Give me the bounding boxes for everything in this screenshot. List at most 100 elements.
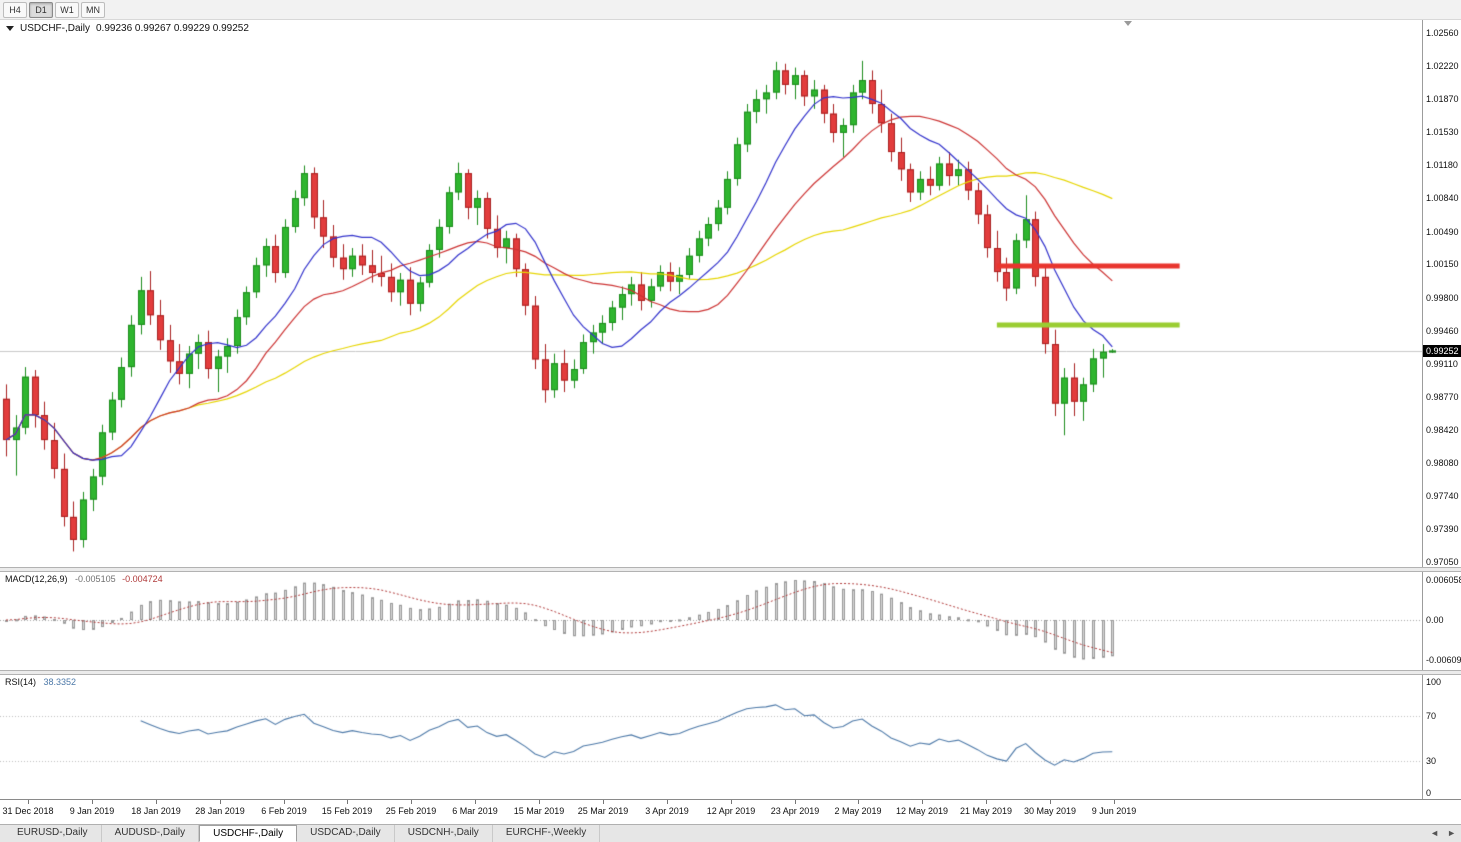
rsi-axis-label: 100	[1426, 677, 1442, 687]
time-axis-label: 9 Jan 2019	[69, 806, 115, 816]
tab-scroll-left-icon[interactable]: ◄	[1430, 828, 1440, 838]
time-axis-label: 15 Feb 2019	[321, 806, 373, 816]
time-axis-label: 21 May 2019	[959, 806, 1013, 816]
time-axis-tick	[220, 800, 221, 804]
tab-scroll-right-icon[interactable]: ►	[1447, 828, 1456, 838]
main-chart-panel: USDCHF-,Daily 0.99236 0.99267 0.99229 0.…	[0, 20, 1461, 567]
chart-tab-eurchf-weekly[interactable]: EURCHF-,Weekly	[492, 825, 601, 842]
price-axis-label: 1.02220	[1426, 60, 1459, 71]
time-axis-tick	[347, 800, 348, 804]
price-axis-label: 0.99460	[1426, 325, 1459, 336]
time-axis-tick	[731, 800, 732, 804]
time-axis-label: 25 Feb 2019	[385, 806, 437, 816]
price-axis-label: 0.98770	[1426, 391, 1459, 402]
macd-main-value: -0.005105	[75, 574, 116, 584]
time-axis-label: 23 Apr 2019	[770, 806, 820, 816]
rsi-axis-label: 70	[1426, 710, 1437, 721]
time-axis-label: 31 Dec 2018	[2, 806, 54, 816]
chart-tab-usdcnh-daily[interactable]: USDCNH-,Daily	[394, 825, 493, 842]
chart-tab-usdchf-daily[interactable]: USDCHF-,Daily	[199, 825, 298, 842]
time-axis[interactable]: 31 Dec 2018 9 Jan 2019 18 Jan 2019 28 Jan 2…	[0, 799, 1461, 824]
time-axis-label: 6 Feb 2019	[261, 806, 307, 816]
time-axis-label: 28 Jan 2019	[195, 806, 245, 816]
rsi-label: RSI(14) 38.3352	[5, 677, 76, 687]
price-axis-label: 0.97740	[1426, 490, 1459, 501]
time-axis-tick	[156, 800, 157, 804]
time-axis-label: 9 Jun 2019	[1091, 806, 1137, 816]
price-axis-label: 1.00840	[1426, 193, 1459, 204]
panel-separator[interactable]	[0, 567, 1461, 572]
price-axis-label: 1.01180	[1426, 160, 1458, 171]
macd-label: MACD(12,26,9) -0.005105 -0.004724	[5, 574, 163, 584]
timeframe-button-w1[interactable]: W1	[55, 1, 79, 18]
chart-shift-icon[interactable]	[1124, 21, 1132, 26]
time-axis-tick	[986, 800, 987, 804]
tab-scroll-arrows: ◄ ►	[1430, 827, 1456, 840]
time-axis-tick	[92, 800, 93, 804]
price-axis-label: 1.02560	[1426, 28, 1459, 38]
chart-ohlc-values: 0.99236 0.99267 0.99229 0.99252	[96, 23, 249, 34]
time-axis-label: 3 Apr 2019	[645, 806, 689, 816]
timeframe-toolbar: H4 D1 W1 MN	[0, 0, 1461, 20]
macd-panel: MACD(12,26,9) -0.005105 -0.004724 0.0060…	[0, 572, 1461, 670]
chart-title: USDCHF-,Daily 0.99236 0.99267 0.99229 0.…	[6, 23, 249, 34]
macd-axis-label: -0.006096	[1426, 655, 1461, 665]
price-axis-label: 0.99800	[1426, 292, 1459, 303]
price-axis-label: 1.01530	[1426, 126, 1459, 137]
price-axis-label: 1.01870	[1426, 94, 1459, 105]
price-axis-label: 0.98420	[1426, 425, 1459, 436]
rsi-axis-label: 0	[1426, 788, 1432, 798]
time-axis-label: 18 Jan 2019	[131, 806, 181, 816]
price-axis-label: 1.00150	[1426, 259, 1459, 270]
timeframe-button-h4[interactable]: H4	[3, 1, 27, 18]
time-axis-tick	[1050, 800, 1051, 804]
macd-name: MACD(12,26,9)	[5, 574, 68, 584]
time-axis-tick	[28, 800, 29, 804]
rsi-value: 38.3352	[43, 677, 77, 687]
time-axis-tick	[795, 800, 796, 804]
time-axis-tick	[922, 800, 923, 804]
price-axis-separator	[1422, 20, 1423, 799]
rsi-panel: RSI(14) 38.3352 100 70 30 0	[0, 675, 1461, 799]
rsi-indicator-canvas[interactable]	[0, 675, 1422, 799]
time-axis-tick	[858, 800, 859, 804]
time-axis-tick	[475, 800, 476, 804]
price-axis-label: 0.97050	[1426, 557, 1459, 567]
candlestick-chart-canvas[interactable]	[0, 20, 1422, 567]
time-axis-tick	[667, 800, 668, 804]
chart-tab-eurusd-daily[interactable]: EURUSD-,Daily	[4, 825, 102, 842]
price-axis-label: 0.98080	[1426, 458, 1459, 469]
time-axis-tick	[539, 800, 540, 804]
price-axis-label: 1.00490	[1426, 226, 1459, 237]
chart-tab-usdcad-daily[interactable]: USDCAD-,Daily	[297, 825, 395, 842]
price-axis-label: 0.97390	[1426, 524, 1459, 535]
price-axis-label: 0.99110	[1426, 359, 1458, 370]
current-price-tag: 0.99252	[1423, 344, 1461, 357]
macd-axis-label: 0.006058	[1426, 575, 1461, 585]
chart-tabs: EURUSD-,Daily AUDUSD-,Daily USDCHF-,Daily U…	[0, 825, 601, 842]
time-axis-tick	[603, 800, 604, 804]
time-axis-label: 6 Mar 2019	[452, 806, 498, 816]
time-axis-label: 12 Apr 2019	[706, 806, 756, 816]
rsi-name: RSI(14)	[5, 677, 37, 687]
time-axis-label: 2 May 2019	[834, 806, 882, 816]
rsi-axis-label: 30	[1426, 756, 1437, 767]
timeframe-button-d1[interactable]: D1	[29, 1, 53, 18]
time-axis-tick	[411, 800, 412, 804]
time-axis-tick	[284, 800, 285, 804]
time-axis-label: 25 Mar 2019	[577, 806, 629, 816]
time-axis-label: 12 May 2019	[895, 806, 949, 816]
panel-separator[interactable]	[0, 670, 1461, 675]
time-axis-label: 15 Mar 2019	[513, 806, 565, 816]
chart-tab-bar: EURUSD-,Daily AUDUSD-,Daily USDCHF-,Daily U…	[0, 824, 1461, 842]
timeframe-button-mn[interactable]: MN	[81, 1, 105, 18]
time-axis-tick	[1114, 800, 1115, 804]
chart-tab-audusd-daily[interactable]: AUDUSD-,Daily	[101, 825, 200, 842]
macd-signal-value: -0.004724	[122, 574, 163, 584]
chart-dropdown-icon[interactable]	[6, 26, 14, 31]
chart-symbol-period: USDCHF-,Daily	[20, 23, 90, 34]
time-axis-label: 30 May 2019	[1023, 806, 1077, 816]
macd-axis-label: 0.00	[1426, 615, 1444, 625]
macd-indicator-canvas[interactable]	[0, 572, 1422, 670]
